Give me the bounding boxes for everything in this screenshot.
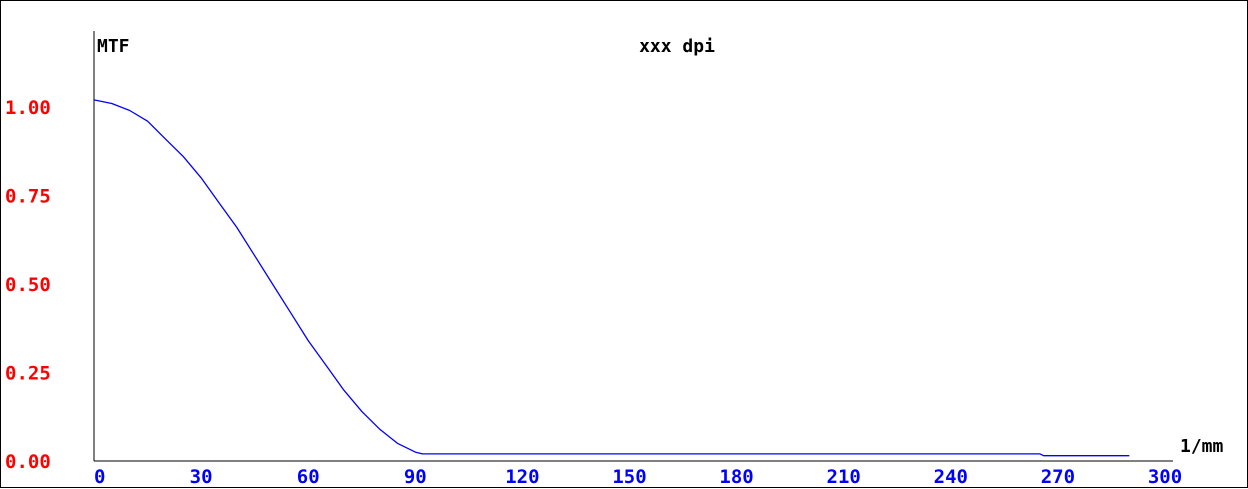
x-tick-label: 60 — [297, 466, 320, 488]
y-axis-label: MTF — [97, 36, 130, 57]
mtf-series-line — [93, 99, 1130, 457]
x-tick-label: 210 — [827, 466, 861, 488]
axes-group — [93, 31, 1173, 462]
x-tick-label: 150 — [612, 466, 646, 488]
x-tick-label: 0 — [94, 466, 105, 488]
x-tick-label: 240 — [934, 466, 968, 488]
chart-title: xxx dpi — [639, 36, 715, 57]
y-tick-label: 0.50 — [5, 274, 51, 296]
x-tick-label: 300 — [1148, 466, 1182, 488]
y-tick-label: 0.75 — [5, 186, 51, 208]
x-tick-label: 120 — [505, 466, 539, 488]
y-tick-labels: 0.00 0.25 0.50 0.75 1.00 — [5, 97, 51, 473]
x-tick-label: 270 — [1041, 466, 1075, 488]
y-tick-label: 0.25 — [5, 363, 51, 385]
y-tick-label: 1.00 — [5, 97, 51, 119]
x-axis-label: 1/mm — [1180, 436, 1224, 457]
x-tick-label: 30 — [190, 466, 213, 488]
series-group — [93, 99, 1130, 457]
x-tick-label: 90 — [404, 466, 427, 488]
y-tick-label: 0.00 — [5, 451, 51, 473]
x-tick-labels: 0 30 60 90 120 150 180 210 240 270 300 — [94, 466, 1182, 488]
x-tick-label: 180 — [719, 466, 753, 488]
